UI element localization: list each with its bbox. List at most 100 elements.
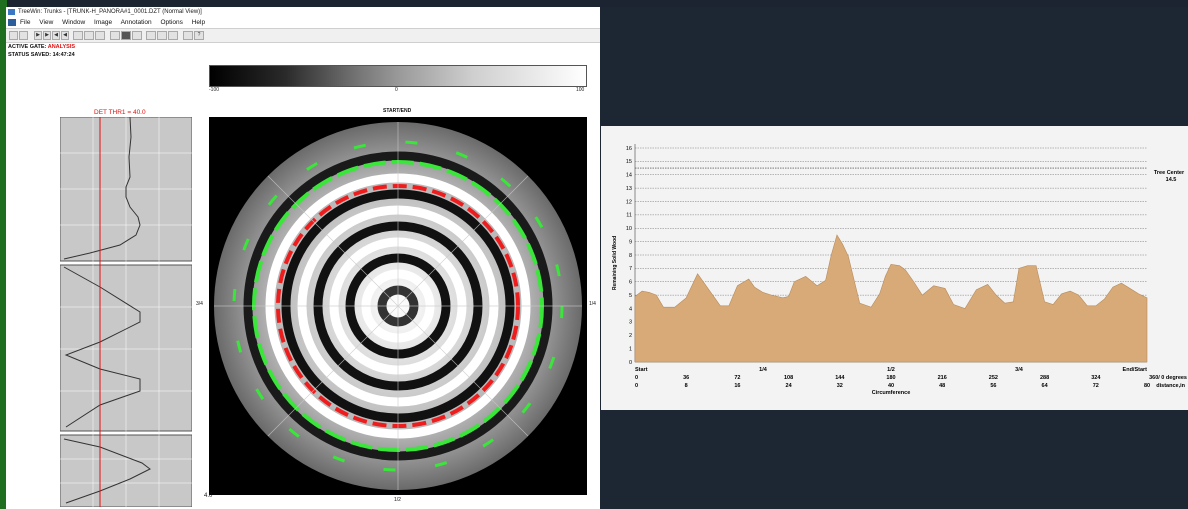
- polar-label-right: 1/4: [589, 301, 596, 307]
- print-icon[interactable]: [183, 31, 193, 40]
- fraction-label: 3/4: [1015, 367, 1024, 373]
- status-saved-value: 14:47:24: [52, 52, 75, 58]
- y-tick-label: 15: [626, 159, 632, 165]
- signal-profile-panel[interactable]: [60, 117, 192, 507]
- step-back-icon[interactable]: ◀: [52, 31, 60, 40]
- fraction-label: 1/2: [887, 367, 895, 373]
- degree-tick-label: 324: [1091, 375, 1101, 381]
- distance-tick-label: 0: [635, 383, 638, 389]
- status-area: ACTIVE GATE: ANALYSIS STATUS SAVED: 14:4…: [6, 43, 600, 59]
- app-icon: [8, 9, 15, 15]
- colorbar-min: -100: [209, 87, 220, 93]
- degree-tick-label: 180: [886, 375, 895, 381]
- menu-window[interactable]: Window: [62, 19, 86, 26]
- menu-bar: File View Window Image Annotation Option…: [6, 17, 600, 28]
- menu-view[interactable]: View: [39, 19, 54, 26]
- distance-tick-label: 72: [1093, 383, 1099, 389]
- document-icon: [8, 19, 16, 26]
- y-tick-label: 0: [629, 360, 632, 366]
- distance-tick-label: 64: [1042, 383, 1049, 389]
- title-bar: TreeWin: Trunks - [TRUNK-H_PANORA#1_0001…: [6, 7, 600, 17]
- grid-icon[interactable]: [132, 31, 142, 40]
- toolbar: ▶ ▶ ◀ ◀ ?: [6, 28, 600, 43]
- chart-ylabel: Remaining Solid Wood: [612, 236, 618, 290]
- degree-tick-label: 288: [1040, 375, 1049, 381]
- distance-tick-label: distance,in: [1156, 383, 1185, 389]
- chart-icon[interactable]: [146, 31, 156, 40]
- zoom-icon[interactable]: [168, 31, 178, 40]
- degree-tick-label: 72: [734, 375, 740, 381]
- tree-center-label: Tree Center: [1154, 170, 1185, 176]
- polar-tomogram[interactable]: [209, 117, 587, 495]
- menu-help[interactable]: Help: [191, 19, 206, 26]
- y-tick-label: 4: [629, 306, 632, 312]
- measure-icon[interactable]: [157, 31, 167, 40]
- active-gate-value: ANALYSIS: [47, 44, 76, 50]
- solid-wood-chart-panel: 0 1 2 3 4 5 6 7 8 9 10 11 12 13 14 15 16 Start 1/4 1/2 3/4 E…: [601, 126, 1188, 410]
- y-tick-label: 5: [629, 293, 632, 299]
- distance-tick-label: 24: [786, 383, 793, 389]
- y-tick-label: 12: [626, 199, 632, 205]
- y-tick-label: 7: [629, 266, 632, 272]
- y-tick-label: 13: [626, 186, 632, 192]
- polar-label-corner: 4.0: [204, 493, 213, 499]
- rewind-icon[interactable]: ◀: [61, 31, 69, 40]
- treewin-window: TreeWin: Trunks - [TRUNK-H_PANORA#1_0001…: [6, 7, 600, 509]
- distance-tick-label: 40: [888, 383, 894, 389]
- detection-threshold: DET THR1 = 40.0: [94, 109, 146, 116]
- view-mode-1-icon[interactable]: [73, 31, 83, 40]
- polar-label-top: START/END: [383, 108, 412, 114]
- amplitude-colorbar: [209, 65, 587, 87]
- solid-wood-area: [634, 234, 1148, 363]
- tree-center-value: 14.5: [1166, 177, 1177, 183]
- degree-tick-label: 144: [835, 375, 845, 381]
- distance-tick-label: 8: [685, 383, 688, 389]
- colorbar-mid: 0: [395, 87, 398, 93]
- distance-tick-label: 80: [1144, 383, 1150, 389]
- distance-tick-label: 16: [734, 383, 740, 389]
- distance-tick-label: 56: [990, 383, 996, 389]
- y-tick-label: 3: [629, 320, 632, 326]
- status-saved-label: STATUS SAVED:: [8, 52, 52, 58]
- distance-tick-label: 48: [939, 383, 945, 389]
- y-tick-label: 8: [629, 253, 632, 259]
- save-icon[interactable]: [19, 31, 28, 40]
- desktop-left-edge: [0, 0, 7, 509]
- y-tick-label: 1: [629, 346, 632, 352]
- step-forward-icon[interactable]: ▶: [43, 31, 51, 40]
- distance-tick-label: 32: [837, 383, 843, 389]
- fraction-label: Start: [635, 367, 648, 373]
- y-tick-label: 6: [629, 280, 632, 286]
- degree-tick-label: 360/ 0 degrees: [1149, 375, 1187, 381]
- help-icon[interactable]: ?: [194, 31, 204, 40]
- view-mode-3-icon[interactable]: [95, 31, 105, 40]
- image-icon[interactable]: [110, 31, 120, 40]
- degree-tick-label: 0: [635, 375, 638, 381]
- menu-image[interactable]: Image: [94, 19, 113, 26]
- colorbar-max: 100: [576, 87, 585, 93]
- fraction-label: End/Start: [1123, 367, 1148, 373]
- active-gate-label: ACTIVE GATE:: [8, 44, 47, 50]
- open-file-icon[interactable]: [9, 31, 18, 40]
- y-tick-label: 2: [629, 333, 632, 339]
- menu-annotation[interactable]: Annotation: [120, 19, 152, 26]
- menu-options[interactable]: Options: [160, 19, 183, 26]
- degree-tick-label: 36: [683, 375, 689, 381]
- degree-tick-label: 252: [989, 375, 998, 381]
- y-tick-label: 9: [629, 239, 632, 245]
- degree-tick-label: 216: [938, 375, 947, 381]
- y-tick-label: 10: [626, 226, 632, 232]
- record-icon[interactable]: [121, 31, 131, 40]
- y-tick-label: 14: [626, 173, 632, 179]
- menu-file[interactable]: File: [20, 19, 31, 26]
- screen-top-edge: [0, 0, 1188, 7]
- view-mode-2-icon[interactable]: [84, 31, 94, 40]
- polar-label-bottom: 1/2: [394, 497, 401, 503]
- y-tick-label: 16: [626, 146, 632, 152]
- window-title: TreeWin: Trunks - [TRUNK-H_PANORA#1_0001…: [18, 9, 202, 15]
- degree-tick-label: 108: [784, 375, 793, 381]
- play-icon[interactable]: ▶: [34, 31, 42, 40]
- polar-label-left: 3/4: [196, 301, 203, 307]
- chart-xlabel: Circumference: [872, 390, 911, 396]
